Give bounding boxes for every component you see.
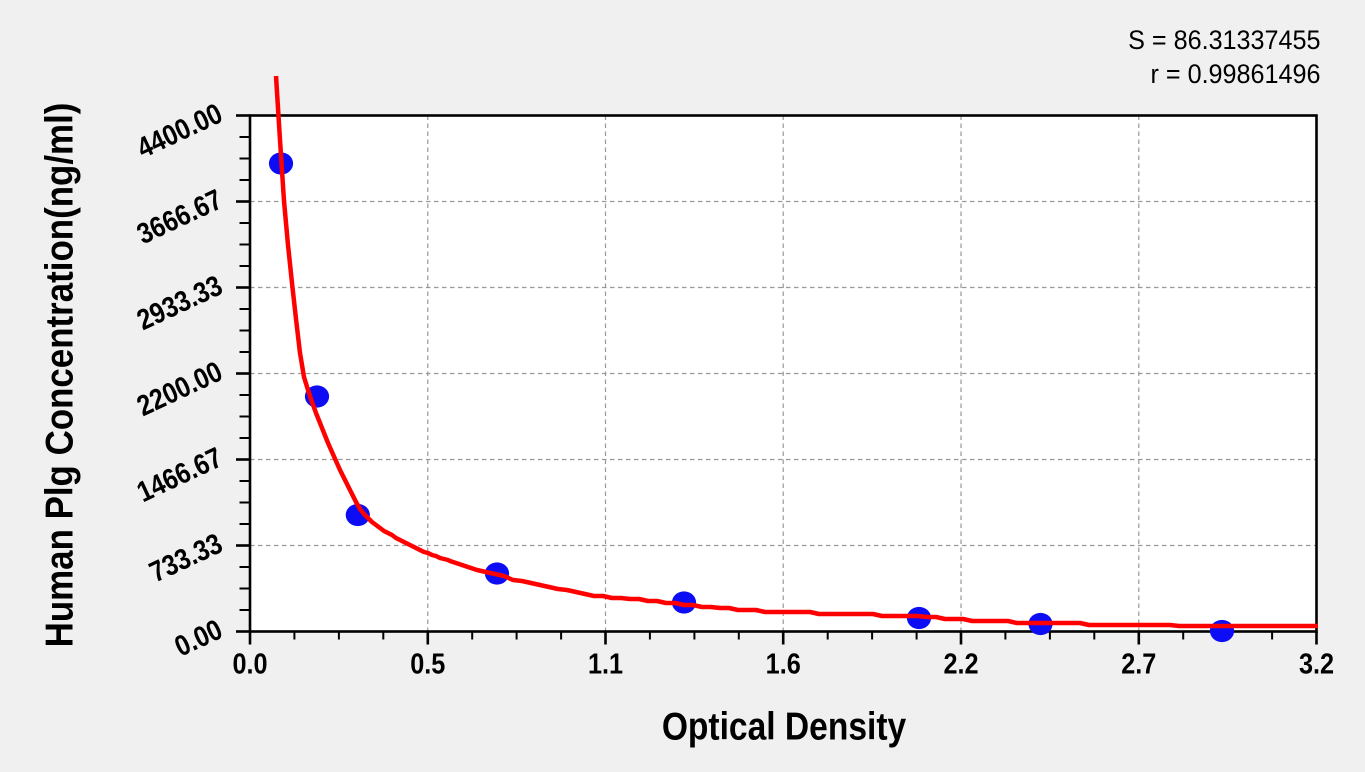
svg-text:Optical Density: Optical Density: [662, 704, 907, 748]
svg-text:1.6: 1.6: [766, 647, 801, 680]
svg-text:2.2: 2.2: [943, 647, 978, 680]
svg-text:S = 86.31337455: S = 86.31337455: [1128, 26, 1320, 55]
svg-text:r = 0.99861496: r = 0.99861496: [1151, 60, 1321, 89]
svg-text:Human Plg Concentration(ng/ml): Human Plg Concentration(ng/ml): [38, 103, 81, 648]
svg-text:3.2: 3.2: [1299, 647, 1334, 680]
svg-text:2.7: 2.7: [1121, 647, 1156, 680]
svg-text:0.0: 0.0: [232, 647, 267, 680]
svg-text:1.1: 1.1: [588, 647, 623, 680]
svg-text:0.5: 0.5: [410, 647, 445, 680]
